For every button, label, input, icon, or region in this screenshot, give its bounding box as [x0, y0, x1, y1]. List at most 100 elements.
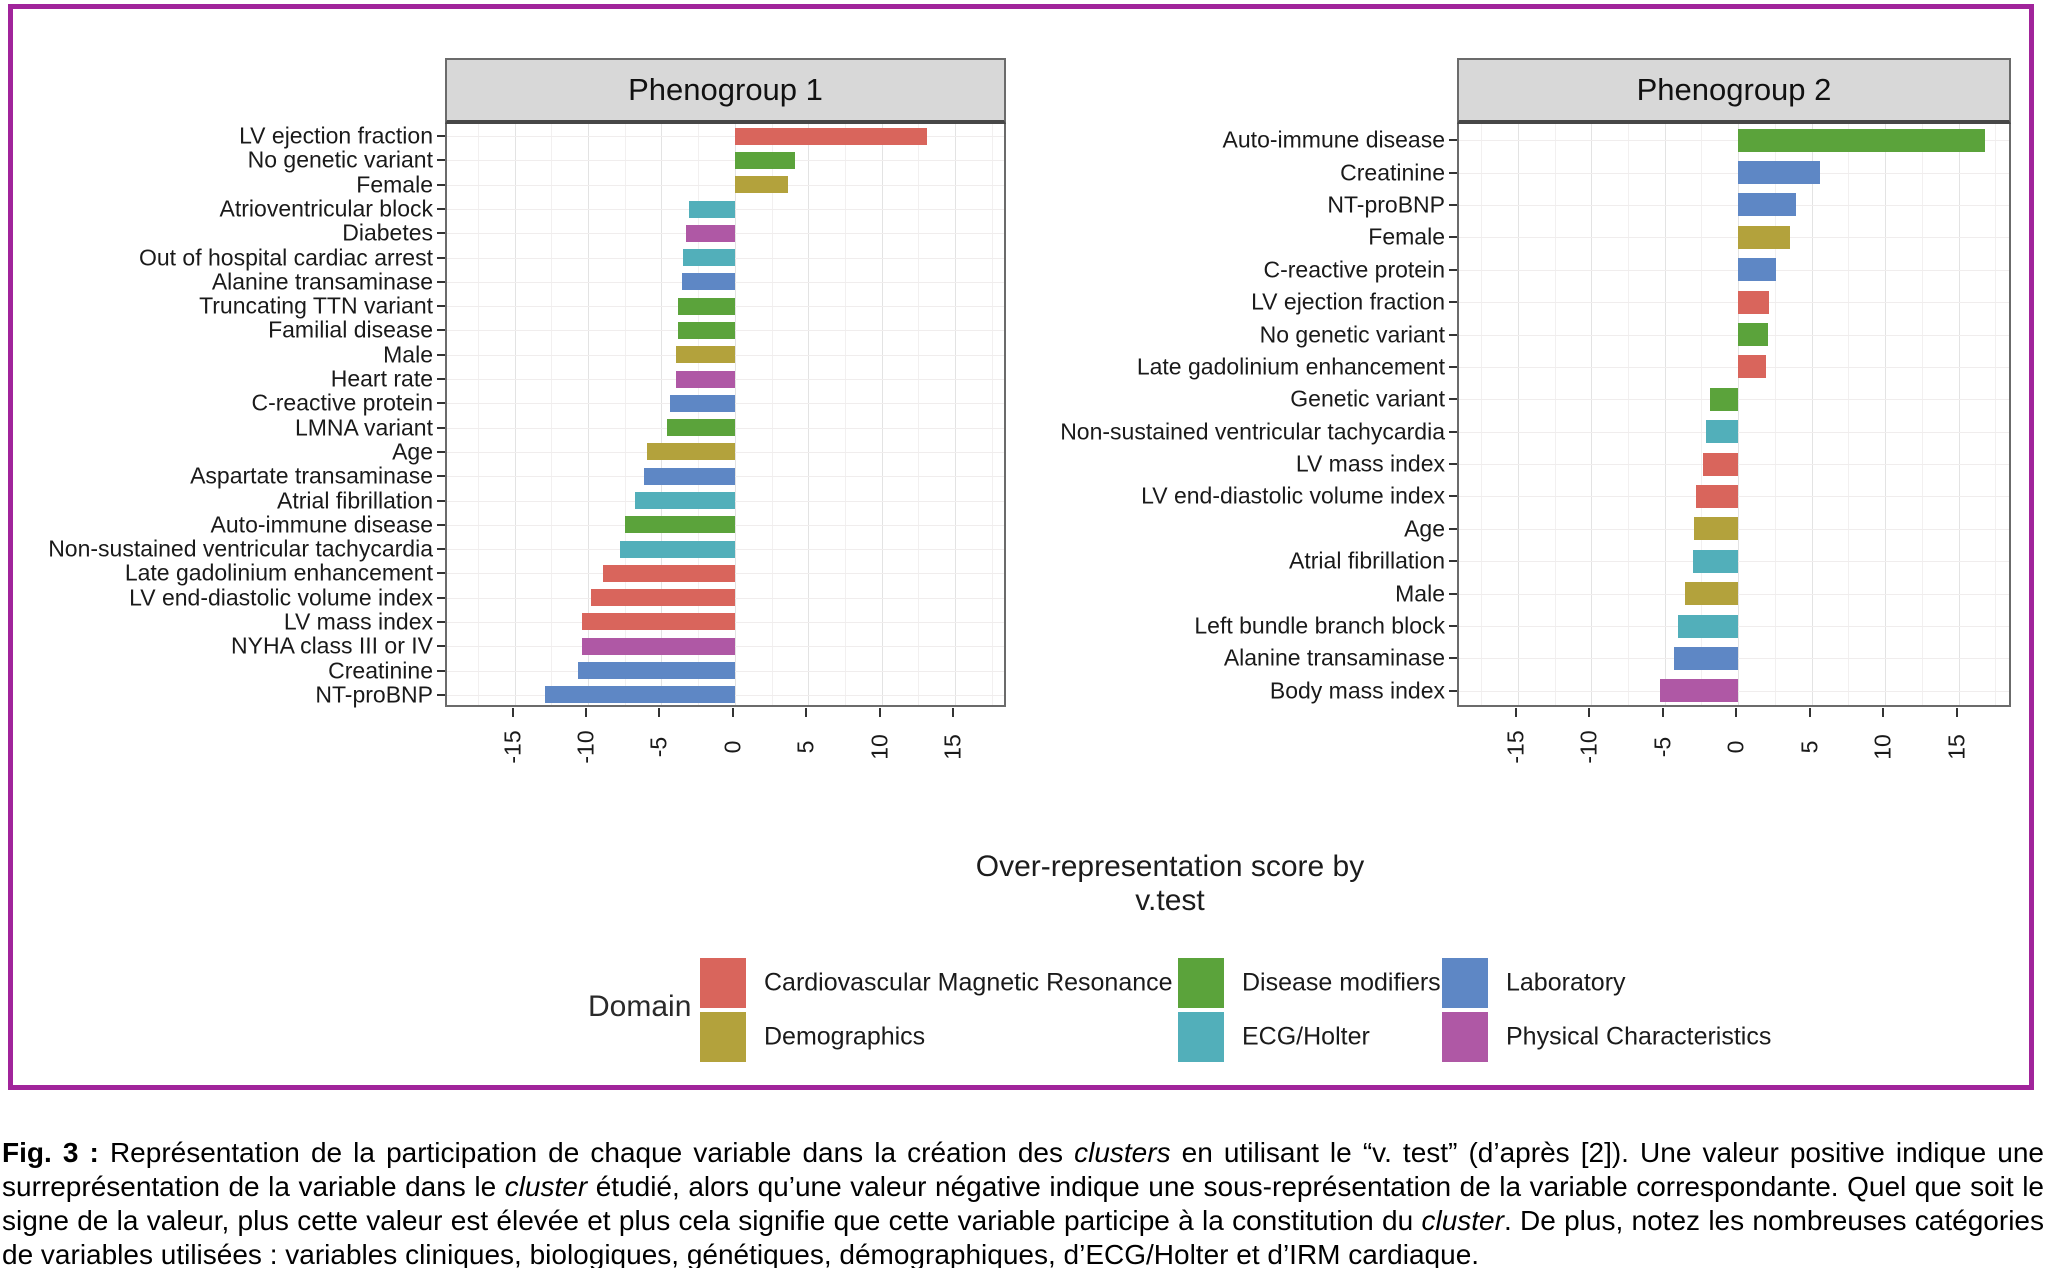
bar: [734, 151, 796, 169]
bar: [689, 200, 735, 218]
category-label: NT-proBNP: [1327, 191, 1445, 218]
x-tick-label: 5: [792, 740, 819, 754]
x-tick-label: -10: [572, 730, 599, 764]
x-tick-label: -5: [1649, 736, 1676, 758]
category-label: LMNA variant: [294, 414, 433, 441]
row-gridline: [1459, 334, 2009, 336]
bar: [620, 540, 735, 558]
bar: [1738, 161, 1821, 185]
bar: [670, 394, 735, 412]
bar: [677, 321, 735, 339]
bar: [676, 370, 735, 388]
category-tick: [437, 208, 445, 211]
major-gridline: [1811, 124, 1813, 705]
minor-gridline: [1921, 124, 1923, 705]
category-label: Age: [1404, 515, 1445, 542]
phenogroup1-chart: Phenogroup 1 LV ejection fraction No genet…: [48, 58, 1006, 764]
category-tick: [1449, 333, 1457, 336]
minor-gridline: [1848, 124, 1850, 705]
bar: [676, 346, 735, 364]
x-tick-mark: [511, 708, 514, 717]
x-tick-mark: [1661, 708, 1664, 717]
panel-title: Phenogroup 1: [628, 72, 823, 107]
legend-label: Laboratory: [1506, 968, 1626, 997]
category-tick: [1449, 592, 1457, 595]
caption-segment: clusters: [1074, 1137, 1171, 1168]
category-tick: [437, 450, 445, 453]
category-tick: [437, 159, 445, 162]
x-tick-label: -5: [645, 736, 672, 758]
minor-gridline: [477, 124, 479, 705]
category-tick: [1449, 527, 1457, 530]
caption-segment: en utilisant le “v. test” (d’après [2]).…: [2, 1137, 2045, 1202]
category-label: Creatinine: [328, 657, 433, 684]
major-gridline: [734, 124, 736, 705]
major-gridline: [587, 124, 589, 705]
category-label: Atrial fibrillation: [1289, 547, 1445, 574]
bar: [1692, 549, 1739, 573]
category-tick: [1449, 139, 1457, 142]
category-label: C-reactive protein: [251, 389, 433, 416]
category-tick: [437, 232, 445, 235]
bar: [590, 589, 735, 607]
x-tick-mark: [805, 708, 808, 717]
category-tick: [1449, 430, 1457, 433]
category-tick: [437, 329, 445, 332]
x-tick-label: -15: [1502, 730, 1529, 764]
minor-gridline: [918, 124, 920, 705]
minor-gridline: [551, 124, 553, 705]
category-tick: [1449, 689, 1457, 692]
x-tick-label: -10: [1575, 730, 1602, 764]
category-label: Non-sustained ventricular tachycardia: [48, 535, 433, 562]
category-label: Alanine transaminase: [1223, 644, 1445, 671]
category-tick: [437, 499, 445, 502]
category-label: LV end-diastolic volume index: [129, 584, 433, 611]
major-gridline: [1517, 124, 1519, 705]
category-label: Body mass index: [1269, 677, 1445, 704]
category-tick: [437, 426, 445, 429]
caption-segment: cluster: [1421, 1205, 1504, 1236]
minor-gridline: [624, 124, 626, 705]
x-tick-label: 10: [866, 734, 893, 760]
major-gridline: [808, 124, 810, 705]
category-label: Genetic variant: [1290, 385, 1445, 412]
category-label: Heart rate: [330, 365, 433, 392]
legend-swatch: [1442, 1012, 1488, 1062]
category-label: Age: [392, 438, 433, 465]
minor-gridline: [771, 124, 773, 705]
minor-gridline: [1554, 124, 1556, 705]
minor-gridline: [698, 124, 700, 705]
category-tick: [437, 669, 445, 672]
row-gridline: [1459, 269, 2009, 271]
figure-caption: Fig. 3 : Représentation de la participat…: [2, 1136, 2044, 1268]
category-label: Left bundle branch block: [1194, 612, 1445, 639]
bar: [646, 443, 735, 461]
legend-swatch: [1178, 1012, 1224, 1062]
legend-title: Domain: [588, 990, 692, 1023]
category-label: Auto-immune disease: [1222, 126, 1445, 153]
category-tick: [1449, 171, 1457, 174]
bar: [1694, 517, 1739, 541]
category-label: Auto-immune disease: [210, 511, 433, 538]
major-gridline: [1958, 124, 1960, 705]
category-tick: [437, 183, 445, 186]
plot-area: Auto-immune disease Creatinine NT-proBNP Fe…: [1060, 124, 2011, 707]
caption-segment: . De plus, notez les nombreuses catégori…: [2, 1205, 2044, 1268]
row-gridline: [447, 184, 1004, 186]
legend-label: Demographics: [764, 1022, 926, 1051]
row-gridline: [447, 160, 1004, 162]
category-label: Female: [1368, 223, 1445, 250]
panel-header: Phenogroup 2: [1457, 58, 2011, 124]
legend-label: Physical Characteristics: [1506, 1022, 1772, 1051]
category-label: Out of hospital cardiac arrest: [138, 244, 433, 271]
plot-area: LV ejection fraction No genetic variant Fe…: [48, 123, 1006, 707]
legend-label: Cardiovascular Magnetic Resonance: [764, 968, 1173, 997]
x-axis-title: Over-representation score by v.test: [975, 850, 1365, 917]
minor-gridline: [1481, 124, 1483, 705]
category-tick: [437, 693, 445, 696]
row-gridline: [1459, 172, 2009, 174]
bar: [734, 127, 928, 145]
bar: [683, 249, 735, 267]
row-gridline: [1459, 204, 2009, 206]
legend-swatch: [1178, 958, 1224, 1008]
